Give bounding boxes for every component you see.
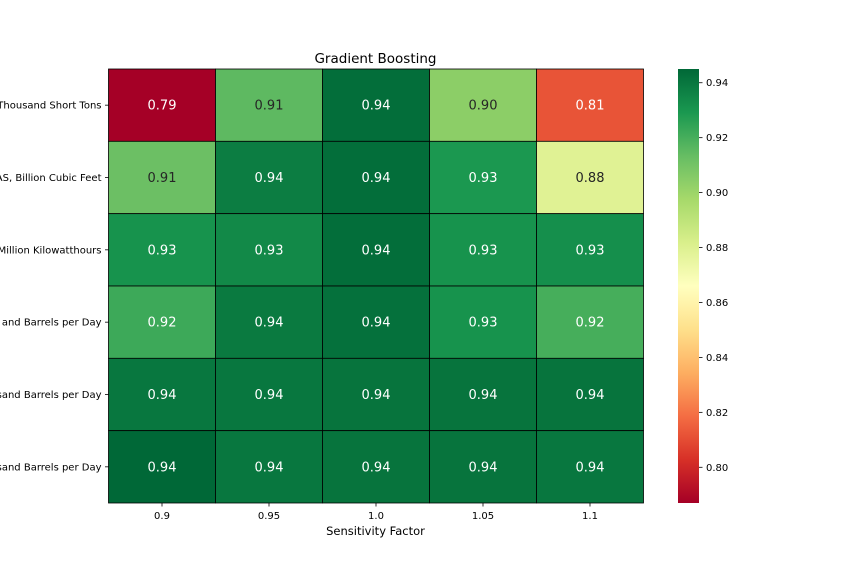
heatmap-cell-r1-c0 [108, 140, 216, 215]
cell-value-label: 0.93 [469, 171, 498, 186]
colorbar [678, 69, 699, 503]
cell-value-label: 0.94 [148, 388, 177, 403]
colorbar-tick-label: 0.94 [706, 78, 728, 89]
x-tick-label: 1.05 [472, 511, 494, 522]
colorbar-tick-label: 0.82 [706, 408, 728, 419]
colorbar-tick-label: 0.86 [706, 298, 728, 309]
heatmap-cell-labels: 0.79 0.91 0.94 0.90 0.81 0.91 0.94 0.94 0.93 0.88… [148, 99, 605, 476]
heatmap-cell-r3-c2 [322, 285, 430, 359]
cell-value-label: 0.94 [362, 388, 391, 403]
heatmap-cell-r4-c1 [215, 357, 323, 432]
cell-value-label: 0.94 [255, 388, 284, 403]
heatmap-cell-r1-c2 [322, 140, 430, 215]
colorbar-ticks: 0.80 0.82 0.84 0.86 0.88 0.90 0.92 0.94 [699, 78, 728, 474]
cell-value-label: 0.94 [255, 316, 284, 331]
colorbar-tick-label: 0.84 [706, 353, 728, 364]
colorbar-tick-label: 0.90 [706, 188, 728, 199]
heatmap-cell-r2-c1 [215, 213, 323, 287]
cell-value-label: 0.94 [576, 460, 605, 475]
cell-value-label: 0.81 [576, 99, 605, 114]
cell-value-label: 0.79 [148, 99, 177, 114]
cell-value-label: 0.93 [255, 243, 284, 258]
heatmap-cell-r3-c4 [536, 285, 644, 359]
heatmap-cell-r0-c1 [215, 68, 323, 142]
y-tick-label: sand Barrels per Day [0, 462, 102, 473]
heatmap-cell-r4-c2 [322, 357, 430, 432]
colorbar-tick-label: 0.92 [706, 133, 728, 144]
cell-value-label: 0.94 [362, 243, 391, 258]
cell-value-label: 0.93 [576, 243, 605, 258]
colorbar-tick-label: 0.88 [706, 243, 728, 254]
chart-title: Gradient Boosting [314, 51, 436, 67]
cell-value-label: 0.94 [255, 460, 284, 475]
cell-value-label: 0.94 [148, 460, 177, 475]
x-axis-ticks: 0.9 0.95 1.0 1.05 1.1 [154, 503, 598, 522]
y-axis-ticks: Thousand Short Tons AS, Billion Cubic Fee… [0, 101, 109, 473]
cell-value-label: 0.94 [255, 171, 284, 186]
heatmap-cell-r3-c1 [215, 285, 323, 359]
heatmap-cell-r0-c2 [322, 68, 430, 142]
cell-value-label: 0.91 [148, 171, 177, 186]
x-tick-label: 1.0 [368, 511, 384, 522]
cell-value-label: 0.94 [469, 388, 498, 403]
cell-value-label: 0.93 [469, 316, 498, 331]
x-tick-label: 0.95 [258, 511, 280, 522]
x-axis-label: Sensitivity Factor [326, 524, 425, 538]
cell-value-label: 0.94 [362, 316, 391, 331]
cell-value-label: 0.91 [255, 99, 284, 114]
y-tick-label: Million Kilowatthours [0, 245, 102, 256]
colorbar-tick-label: 0.80 [706, 463, 728, 474]
heatmap-cell-r3-c3 [429, 285, 537, 359]
cell-value-label: 0.94 [362, 171, 391, 186]
cell-value-label: 0.90 [469, 99, 498, 114]
heatmap-cell-r0-c0 [108, 68, 216, 142]
heatmap-cell-r2-c4 [536, 213, 644, 287]
x-tick-label: 0.9 [154, 511, 170, 522]
heatmap-cell-r1-c4 [536, 140, 644, 215]
y-tick-label: sand Barrels per Day [0, 390, 102, 401]
heatmap-cell-r4-c4 [536, 357, 644, 432]
heatmap-cell-r5-c1 [215, 430, 323, 504]
heatmap-cell-r5-c2 [322, 430, 430, 504]
cell-value-label: 0.88 [576, 171, 605, 186]
y-tick-label: and Barrels per Day [2, 318, 102, 329]
cell-value-label: 0.94 [362, 460, 391, 475]
cell-value-label: 0.94 [469, 460, 498, 475]
cell-value-label: 0.92 [576, 316, 605, 331]
x-tick-label: 1.1 [582, 511, 598, 522]
heatmap-cell-r5-c4 [536, 430, 644, 504]
heatmap-cell-r2-c3 [429, 213, 537, 287]
cell-value-label: 0.94 [362, 99, 391, 114]
heatmap-cell-r4-c0 [108, 357, 216, 432]
cell-value-label: 0.93 [148, 243, 177, 258]
heatmap-cell-r5-c3 [429, 430, 537, 504]
y-tick-label: Thousand Short Tons [0, 101, 102, 112]
cell-value-label: 0.92 [148, 316, 177, 331]
heatmap-cell-r2-c2 [322, 213, 430, 287]
cell-value-label: 0.93 [469, 243, 498, 258]
heatmap-cell-r0-c4 [536, 68, 644, 142]
cell-value-label: 0.94 [576, 388, 605, 403]
heatmap-cell-r0-c3 [429, 68, 537, 142]
y-tick-label: AS, Billion Cubic Feet [0, 173, 102, 184]
heatmap-cells [108, 68, 644, 504]
